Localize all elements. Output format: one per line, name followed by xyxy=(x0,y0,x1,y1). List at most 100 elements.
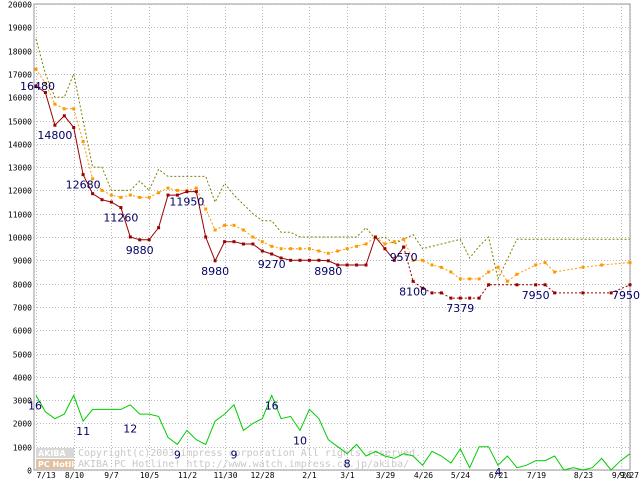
series-point xyxy=(402,237,406,241)
series-line-0 xyxy=(35,38,630,281)
series-point xyxy=(241,242,245,246)
series-point xyxy=(270,252,274,256)
x-tick-label: 4/26 xyxy=(414,471,433,480)
y-tick-label: 1000 xyxy=(13,444,32,453)
data-label: 9880 xyxy=(126,244,154,257)
data-label: 16 xyxy=(28,399,42,412)
series-point xyxy=(515,272,519,276)
series-point xyxy=(81,140,85,143)
x-tick-label: 9/27 xyxy=(620,471,639,480)
series-point xyxy=(609,291,613,295)
series-point xyxy=(298,258,302,262)
series-point xyxy=(345,263,349,267)
y-tick-label: 16000 xyxy=(8,94,32,103)
series-point xyxy=(364,242,368,246)
x-tick-label: 3/29 xyxy=(376,471,395,480)
series-point xyxy=(449,296,453,300)
series-point xyxy=(581,265,585,269)
data-label: 8980 xyxy=(314,265,342,278)
series-point xyxy=(505,279,509,283)
x-tick-label: 6/21 xyxy=(489,471,508,480)
series-point xyxy=(53,102,57,106)
series-point xyxy=(53,123,57,127)
series-point xyxy=(100,198,104,202)
series-point xyxy=(392,240,396,244)
y-tick-label: 15000 xyxy=(8,118,32,127)
y-tick-label: 3000 xyxy=(13,397,32,406)
series-point xyxy=(34,67,38,71)
series-point xyxy=(477,296,481,300)
series-point xyxy=(62,114,66,118)
watermark-logo-text: AKIBA xyxy=(38,449,66,458)
series-point xyxy=(241,228,245,232)
data-label: 8100 xyxy=(399,285,427,298)
watermark-logo-box xyxy=(36,448,74,458)
x-tick-label: 12/28 xyxy=(250,471,274,480)
y-tick-label: 10000 xyxy=(8,234,32,243)
y-tick-label: 7000 xyxy=(13,304,32,313)
series-point xyxy=(289,247,293,251)
series-point xyxy=(458,296,462,300)
series-point xyxy=(581,291,585,295)
series-point xyxy=(232,223,236,227)
series-point xyxy=(553,270,557,274)
x-tick-label: 2/1 xyxy=(302,471,317,480)
series-point xyxy=(194,186,198,190)
data-label: 4 xyxy=(495,466,502,479)
y-tick-label: 19000 xyxy=(8,24,32,33)
series-point xyxy=(279,256,283,260)
y-tick-label: 14000 xyxy=(8,141,32,150)
series-point xyxy=(496,265,500,269)
series-point xyxy=(223,223,227,227)
y-tick-label: 0 xyxy=(27,467,32,476)
series-point xyxy=(128,235,132,239)
series-point xyxy=(487,283,491,287)
series-point xyxy=(534,263,538,267)
series-point xyxy=(43,81,47,85)
series-point xyxy=(515,283,519,287)
series-point xyxy=(109,200,113,204)
series-line-1 xyxy=(35,68,631,283)
series-point xyxy=(147,238,151,242)
series-line-2 xyxy=(35,85,405,266)
y-tick-label: 6000 xyxy=(13,327,32,336)
series-point xyxy=(487,270,491,274)
data-label: 11260 xyxy=(103,212,138,225)
series-point xyxy=(289,258,293,262)
series-point xyxy=(468,296,472,300)
x-tick-label: 8/23 xyxy=(574,471,593,480)
y-tick-label: 5000 xyxy=(13,351,32,360)
series-point xyxy=(175,188,179,192)
x-tick-label: 11/30 xyxy=(213,471,237,480)
series-point xyxy=(421,286,425,290)
data-label: 9270 xyxy=(258,258,286,271)
series-point xyxy=(147,195,151,199)
series-point xyxy=(411,279,415,283)
series-point xyxy=(411,258,415,262)
x-tick-label: 7/13 xyxy=(37,471,56,480)
series-point xyxy=(628,261,632,265)
y-tick-label: 9000 xyxy=(13,257,32,266)
series-point xyxy=(72,126,76,129)
series-point xyxy=(307,247,311,251)
series-point xyxy=(43,91,47,94)
data-label: 10 xyxy=(293,434,307,447)
series-point xyxy=(34,84,38,88)
series-point xyxy=(91,192,95,196)
watermark-copyright: Copyright(c)2003 impress corporation All… xyxy=(78,448,421,459)
series-point xyxy=(430,291,434,295)
series-point xyxy=(449,270,453,274)
series-point xyxy=(543,261,547,265)
series-point xyxy=(336,263,340,267)
y-tick-label: 11000 xyxy=(8,211,32,220)
series-point xyxy=(326,251,330,255)
watermark-url: AKIBA PC Hotline! http://www.watch.impre… xyxy=(78,459,409,470)
series-point xyxy=(600,263,604,267)
series-point xyxy=(185,190,189,194)
series-point xyxy=(138,195,142,199)
x-tick-label: 3/1 xyxy=(340,471,355,480)
series-point xyxy=(251,242,255,246)
series-point xyxy=(298,247,302,251)
series-point xyxy=(128,193,132,197)
series-point xyxy=(279,247,283,251)
